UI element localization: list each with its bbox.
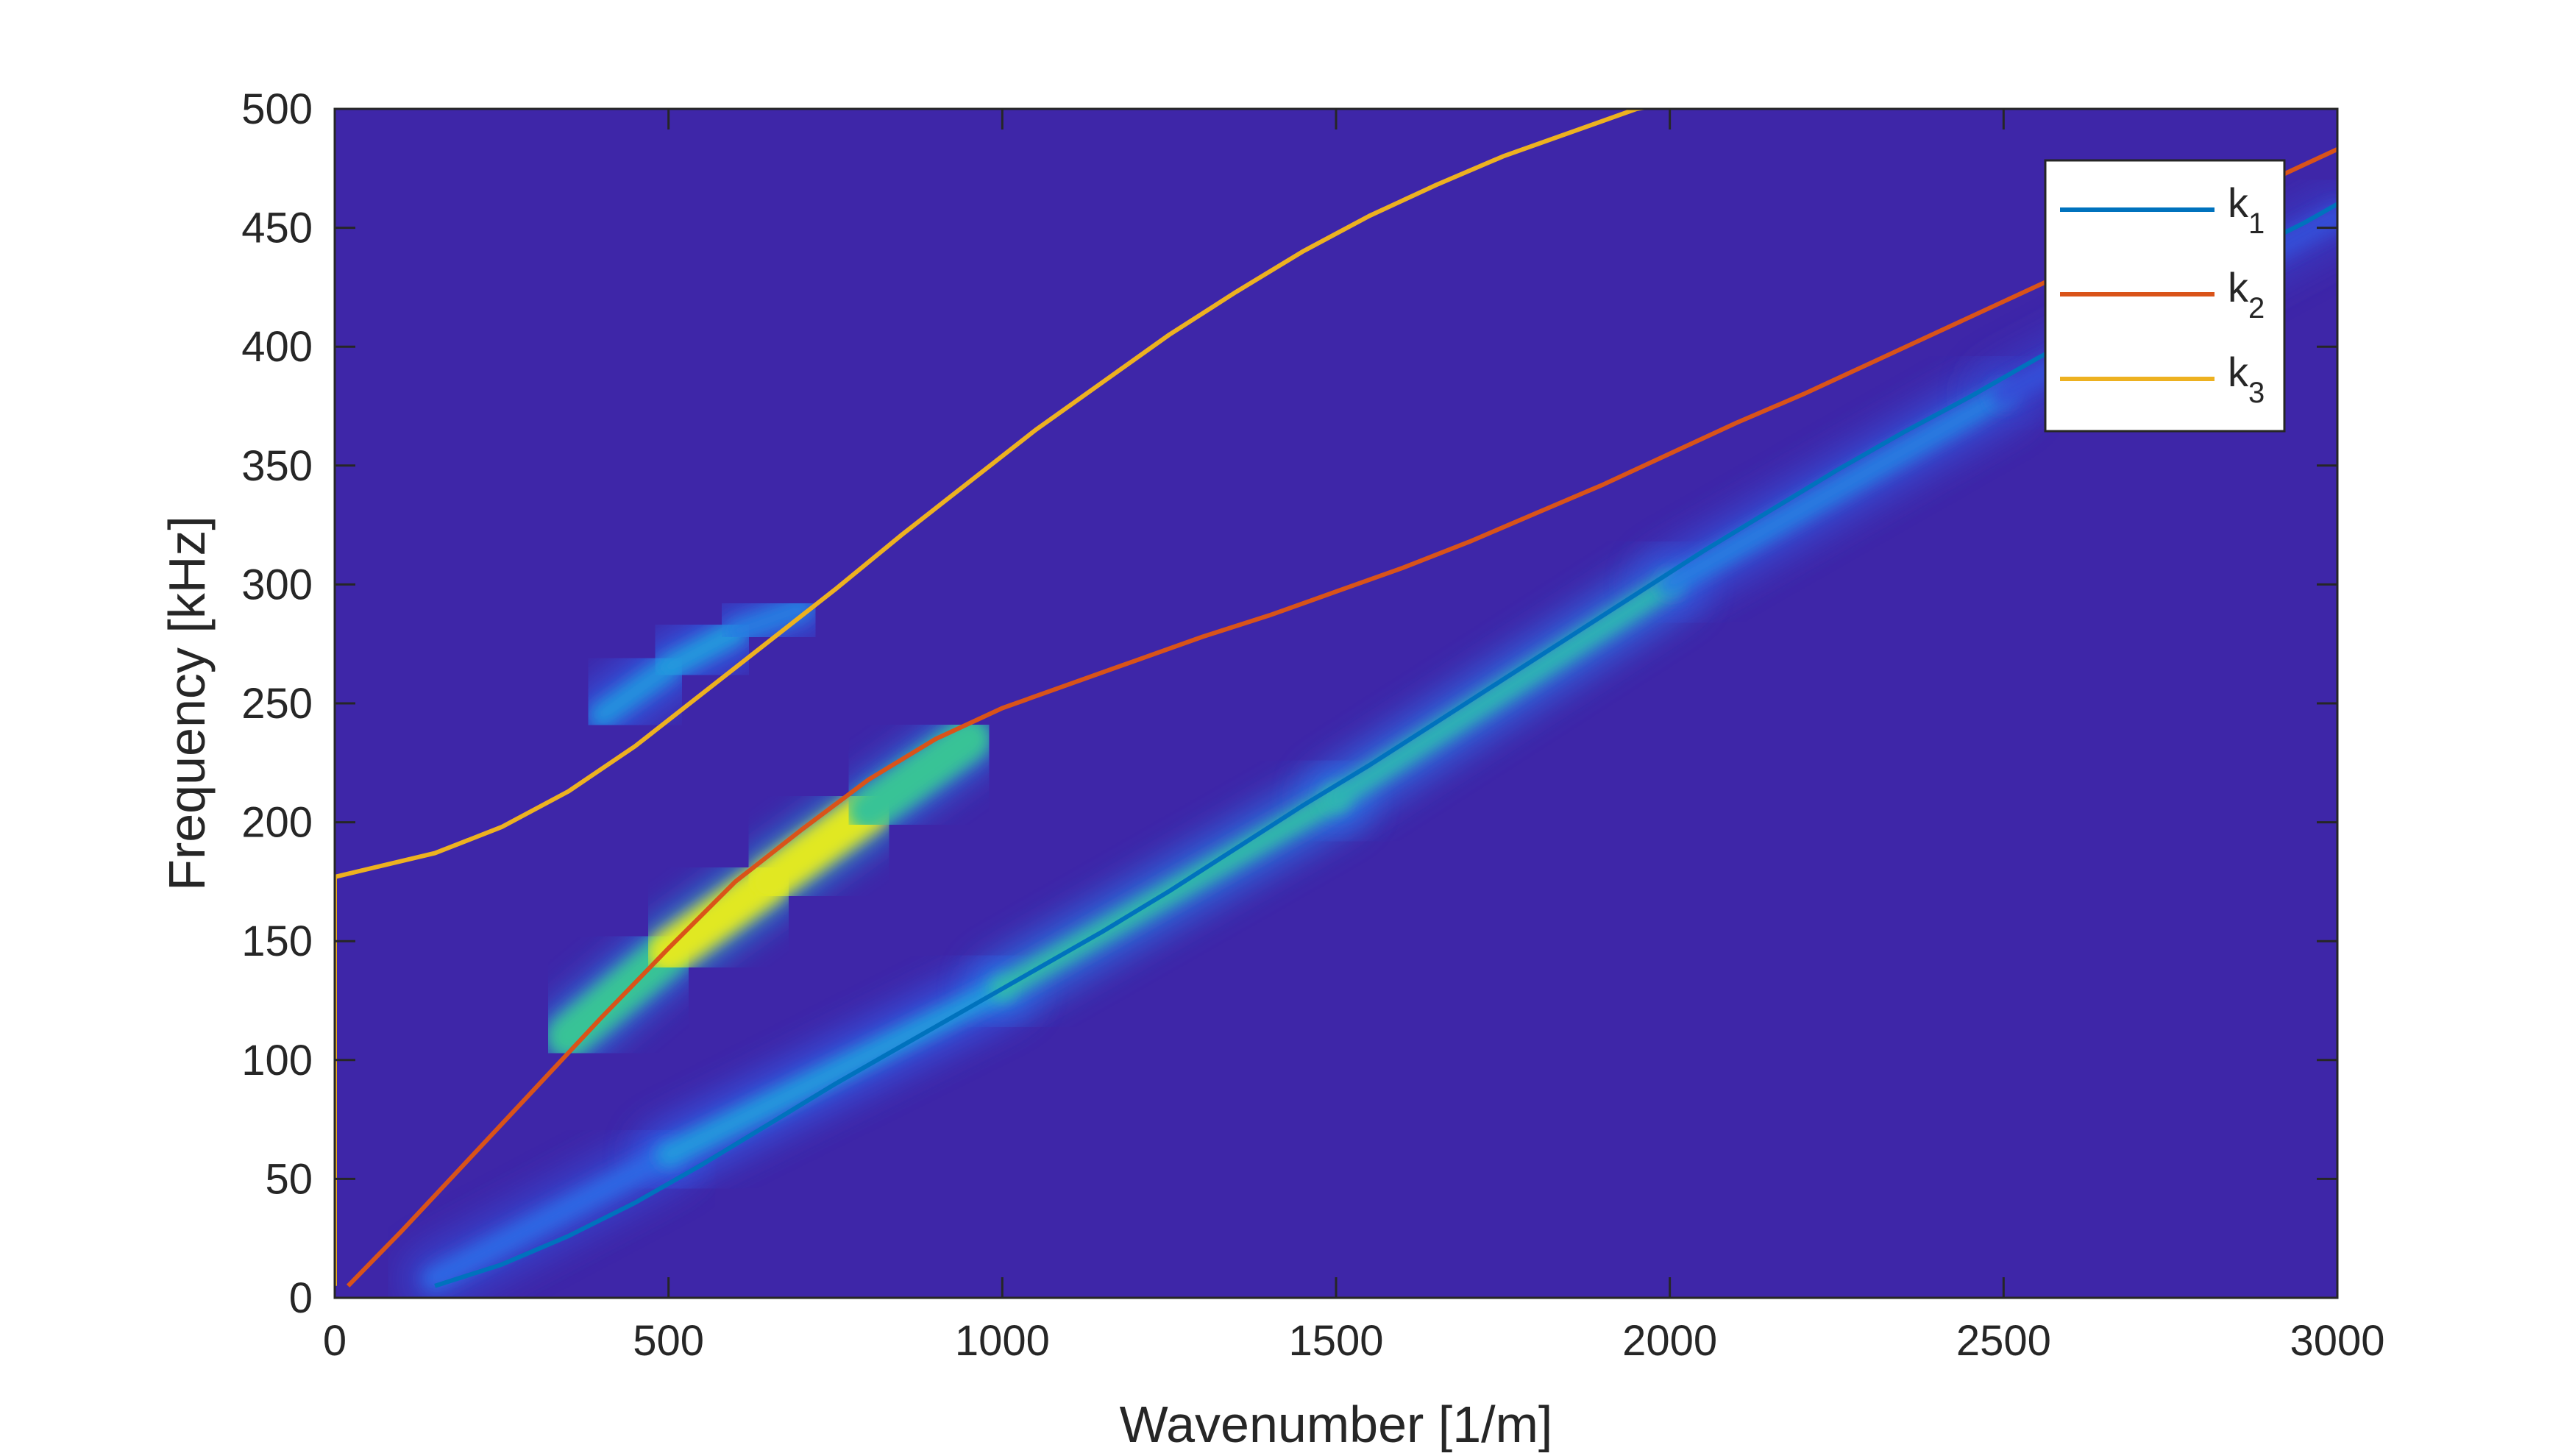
x-tick-label: 0 <box>323 1317 347 1365</box>
x-tick-label: 2000 <box>1622 1317 1717 1365</box>
legend-label-k1: k1 <box>2228 180 2265 240</box>
heatmap-core-0-4 <box>1657 381 2017 597</box>
heatmap-core-2-2 <box>722 595 815 645</box>
heatmap-core-2-1 <box>656 619 748 681</box>
x-tick-label: 1000 <box>955 1317 1050 1365</box>
series-line-k3 <box>335 109 1652 1286</box>
x-tick-label: 3000 <box>2290 1317 2384 1365</box>
y-tick-label: 100 <box>241 1037 313 1084</box>
legend-label-k3: k3 <box>2228 349 2265 409</box>
x-axis-title: Wavenumber [1/m] <box>1120 1396 1553 1452</box>
y-tick-label: 50 <box>265 1155 313 1203</box>
heatmap-core-1-3 <box>846 717 991 833</box>
heatmap-core-0-1 <box>656 976 1015 1168</box>
legend: k1 k2 k3 <box>2044 159 2286 433</box>
y-tick-label: 200 <box>241 799 313 847</box>
x-tick-label: 1500 <box>1288 1317 1383 1365</box>
y-tick-label: 500 <box>241 85 313 133</box>
y-tick-label: 450 <box>241 205 313 252</box>
y-tick-label: 400 <box>241 323 313 371</box>
heatmap-core-0-0 <box>422 1143 681 1292</box>
heatmap-core-2-0 <box>589 655 681 728</box>
series-line-k2 <box>346 147 2337 1288</box>
y-tick-label: 250 <box>241 680 313 728</box>
y-axis-title: Frequency [kHz] <box>158 516 216 891</box>
y-tick-label: 150 <box>241 917 313 965</box>
legend-label-k2: k2 <box>2228 264 2265 324</box>
x-tick-label: 2500 <box>1956 1317 2051 1365</box>
y-tick-label: 300 <box>241 561 313 608</box>
y-tick-label: 350 <box>241 442 313 490</box>
heatmap-core-0-3 <box>1324 572 1683 812</box>
x-axis: 0 500 1000 1500 2000 2500 3000 <box>323 109 2385 1365</box>
y-axis: 0 50 100 150 200 250 300 350 400 450 500 <box>241 85 2337 1322</box>
x-tick-label: 500 <box>633 1317 704 1365</box>
y-tick-label: 0 <box>289 1274 313 1322</box>
